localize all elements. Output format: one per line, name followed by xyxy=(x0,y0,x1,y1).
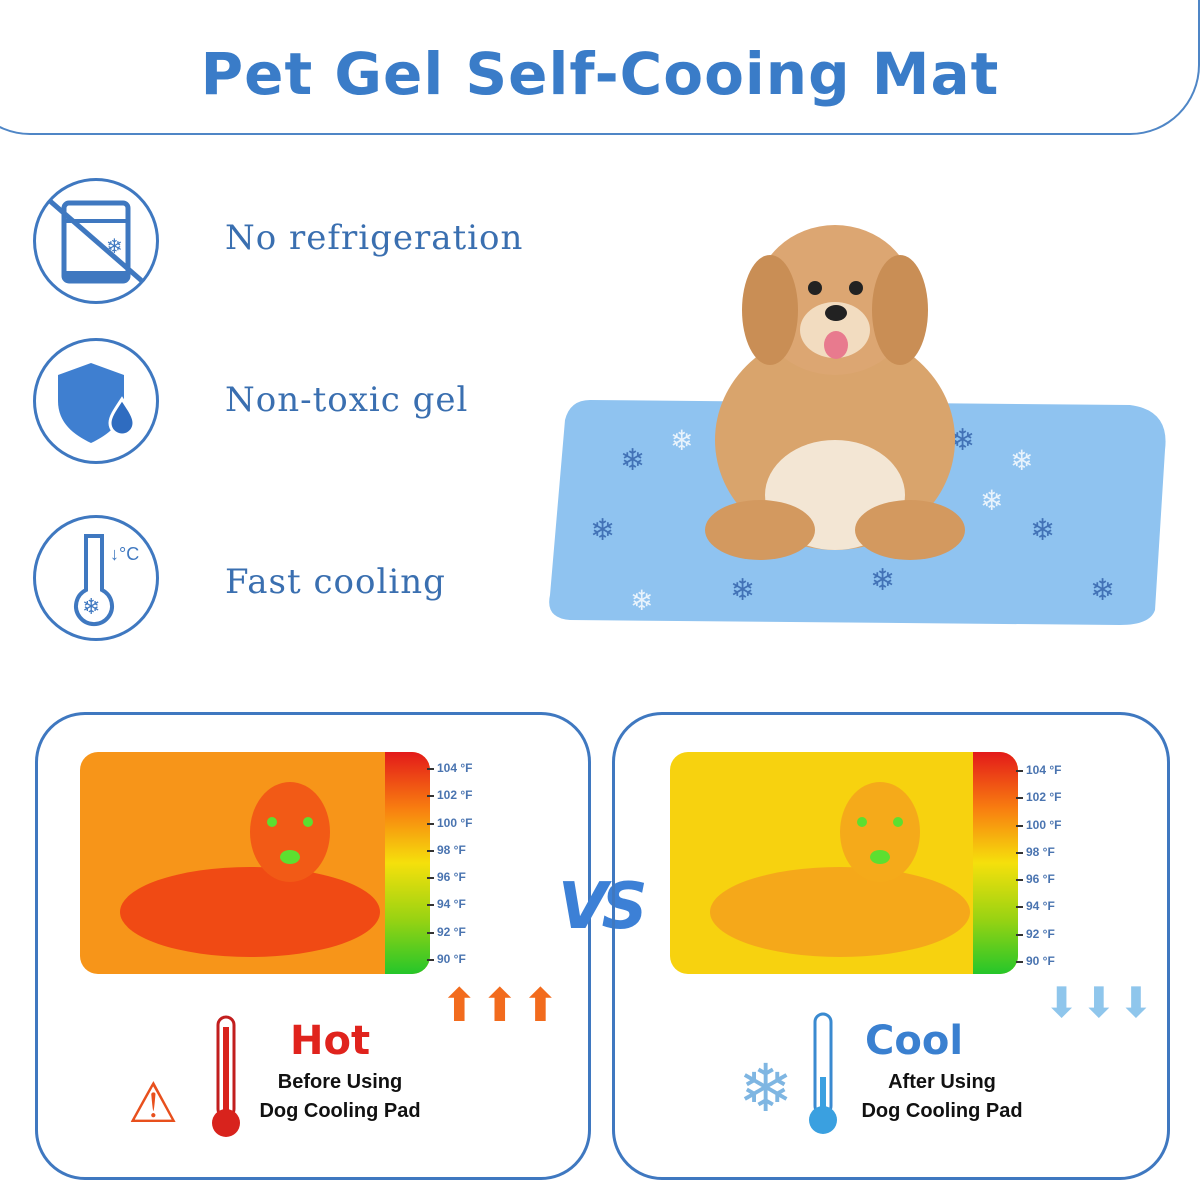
svg-text:❄: ❄ xyxy=(870,564,895,597)
snowflake-icon: ❄ xyxy=(738,1051,794,1125)
after-panel xyxy=(612,712,1170,1180)
heat-up-arrows-icon: ⬆⬆⬆ xyxy=(440,979,562,1031)
svg-text:❄: ❄ xyxy=(620,444,645,477)
before-panel xyxy=(35,712,591,1180)
cool-thermal-image xyxy=(670,752,1018,974)
svg-text:❄: ❄ xyxy=(670,425,693,456)
product-image: ❄❄❄ ❄❄❄❄ ❄❄❄❄ xyxy=(549,225,1166,625)
feature-label: Fast cooling xyxy=(225,562,446,602)
title-banner xyxy=(0,0,1200,135)
svg-text:❄: ❄ xyxy=(590,514,615,547)
svg-text:❄: ❄ xyxy=(1010,445,1033,476)
after-caption: After Using Dog Cooling Pad xyxy=(861,1071,1023,1122)
page-title: Pet Gel Self-Cooing Mat xyxy=(200,40,1000,108)
hot-thermal-image xyxy=(80,752,430,974)
temperature-scale: 104 °F 102 °F 100 °F 98 °F 96 °F 94 °F 92 °F 90… xyxy=(1015,763,1061,981)
temperature-scale: 104 °F 102 °F 100 °F 98 °F 96 °F 94 °F 92 °F 90… xyxy=(426,761,472,979)
shield-drop-icon xyxy=(33,338,159,464)
feature-label: No refrigeration xyxy=(225,218,524,258)
cool-heading: Cool xyxy=(865,1018,964,1064)
svg-text:↓°C: ↓°C xyxy=(110,544,139,564)
temperature-gradient-bar xyxy=(973,752,1018,974)
hot-thermometer-icon xyxy=(212,1015,240,1137)
svg-text:❄: ❄ xyxy=(82,594,100,619)
svg-text:❄: ❄ xyxy=(730,574,755,607)
svg-text:❄: ❄ xyxy=(1030,514,1055,547)
vs-label: VS xyxy=(558,870,648,944)
no-fridge-icon: ❄ xyxy=(33,178,159,304)
svg-text:❄: ❄ xyxy=(1090,574,1115,607)
thermometer-snowflake-icon: ❄ ↓°C xyxy=(33,515,159,641)
cool-down-arrows-icon: ⬇⬇⬇ xyxy=(1044,979,1156,1026)
before-caption: Before Using Dog Cooling Pad xyxy=(259,1071,421,1122)
temperature-gradient-bar xyxy=(385,752,430,974)
feature-label: Non-toxic gel xyxy=(225,380,469,420)
svg-text:❄: ❄ xyxy=(630,585,653,616)
hot-heading: Hot xyxy=(290,1018,371,1064)
cool-thermometer-icon xyxy=(809,1012,837,1134)
dog-illustration xyxy=(705,225,965,560)
warning-icon: ⚠ xyxy=(128,1071,179,1134)
svg-text:❄: ❄ xyxy=(980,485,1003,516)
